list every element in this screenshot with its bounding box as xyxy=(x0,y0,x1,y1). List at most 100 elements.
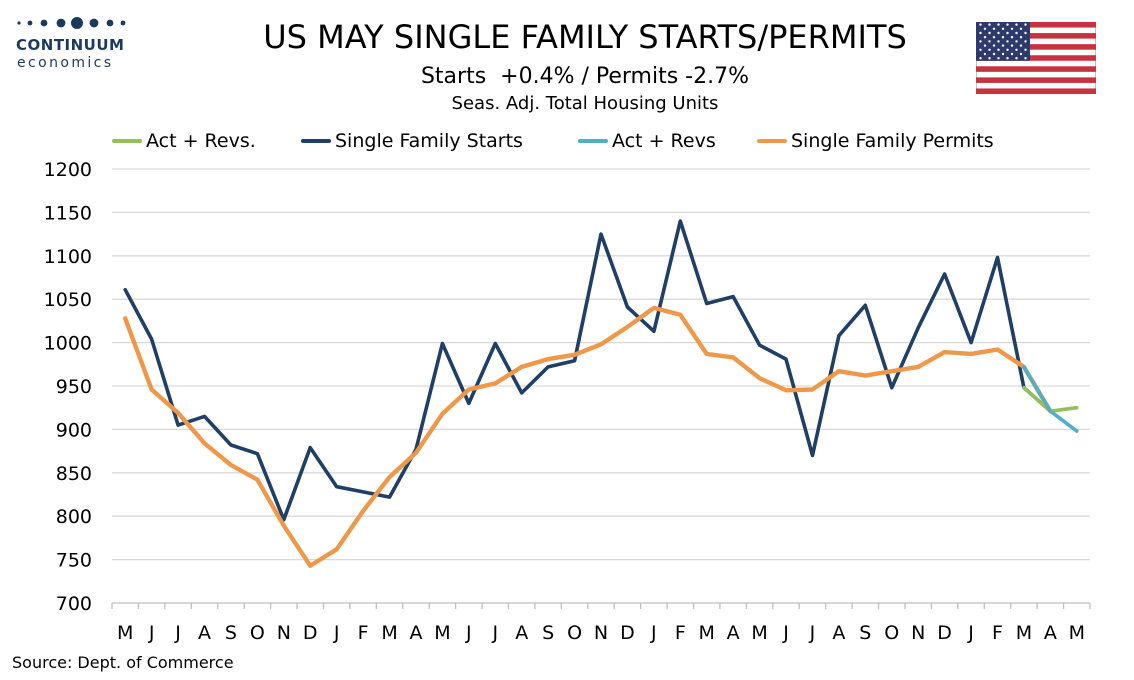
legend-swatch-single-family-permits xyxy=(757,139,787,143)
flag-star xyxy=(1019,36,1023,39)
x-tick-label: O xyxy=(250,622,265,644)
x-tick-label: J xyxy=(174,622,181,644)
x-tick-label: N xyxy=(277,622,291,644)
x-tick-label: M xyxy=(751,622,767,644)
legend-item-permits-revisions: Act + Revs xyxy=(578,130,716,152)
x-tick-label: A xyxy=(832,622,845,644)
flag-star xyxy=(992,44,996,47)
flag-star xyxy=(1001,52,1005,56)
x-tick-label: S xyxy=(542,622,554,644)
legend-label-single-family-permits: Single Family Permits xyxy=(791,130,994,152)
x-tick-label: M xyxy=(434,622,450,644)
flag-star xyxy=(1015,57,1018,60)
flag-star xyxy=(992,52,996,56)
legend-label-starts-revisions: Act + Revs. xyxy=(146,130,256,152)
flag-star xyxy=(1006,23,1009,26)
flag-star xyxy=(979,31,982,35)
flag-star xyxy=(1006,57,1009,60)
y-tick-label: 700 xyxy=(56,593,92,615)
flag-star xyxy=(1001,36,1005,39)
logo-brand: CONTINUUM xyxy=(16,36,125,54)
flag-star xyxy=(1024,57,1027,60)
flag-star xyxy=(997,48,1000,51)
flag-stripe xyxy=(976,66,1096,72)
x-tick-label: M xyxy=(117,622,133,644)
x-tick-label: N xyxy=(594,622,608,644)
flag-star xyxy=(1010,52,1014,56)
legend-item-starts-revisions: Act + Revs. xyxy=(112,130,256,152)
flag-star xyxy=(1019,52,1023,56)
flag-star xyxy=(1024,23,1027,26)
y-tick-label: 1050 xyxy=(44,289,92,311)
x-tick-label: J xyxy=(491,622,498,644)
flag-star xyxy=(1015,48,1018,51)
x-tick-label: F xyxy=(675,622,686,644)
x-tick-label: M xyxy=(1016,622,1032,644)
legend-label-single-family-starts: Single Family Starts xyxy=(335,130,523,152)
x-tick-label: A xyxy=(515,622,528,644)
x-tick-label: A xyxy=(727,622,740,644)
us-flag-icon xyxy=(976,22,1096,94)
flag-star xyxy=(988,40,991,43)
x-tick-label: J xyxy=(465,622,472,644)
gridlines xyxy=(112,168,1090,561)
x-tick-label: D xyxy=(937,622,952,644)
y-tick-label: 850 xyxy=(56,463,92,485)
flag-star xyxy=(997,23,1000,26)
x-tick-label: D xyxy=(303,622,318,644)
flag-star xyxy=(1001,27,1005,30)
legend-item-single-family-starts: Single Family Starts xyxy=(301,130,523,152)
flag-star xyxy=(1015,23,1018,26)
source-note: Source: Dept. of Commerce xyxy=(12,653,234,672)
x-tick-label: O xyxy=(884,622,899,644)
logo-dots-icon xyxy=(17,17,126,29)
flag-stripe xyxy=(976,22,1096,28)
flag-star xyxy=(992,36,996,39)
chart-subtitle-units: Seas. Adj. Total Housing Units xyxy=(451,93,719,114)
flag-star xyxy=(997,57,1000,60)
x-tick-label: A xyxy=(198,622,211,644)
flag-star xyxy=(997,40,1000,43)
y-tick-label: 950 xyxy=(56,376,92,398)
flag-star xyxy=(979,48,982,51)
x-tick-label: D xyxy=(620,622,635,644)
series-line-permits-revisions xyxy=(1022,365,1079,433)
flag-star xyxy=(1015,40,1018,43)
flag-star xyxy=(1015,31,1018,35)
flag-star xyxy=(992,27,996,30)
flag-star xyxy=(983,27,987,30)
flag-star xyxy=(1024,31,1027,35)
y-tick-label: 1100 xyxy=(44,246,92,268)
series-line-single-family-permits xyxy=(123,305,1053,568)
flag-star xyxy=(979,23,982,26)
flag-star xyxy=(983,52,987,56)
x-tick-label: F xyxy=(992,622,1003,644)
x-tick-label: A xyxy=(1044,622,1057,644)
flag-star xyxy=(1006,40,1009,43)
flag-stripe xyxy=(976,55,1096,61)
x-tick-label: M xyxy=(1069,622,1085,644)
line-chart: 700 750 800 850 900 950 1000 1050 1100 1150 1200 M… xyxy=(44,159,1091,644)
flag-star xyxy=(1024,48,1027,51)
logo-subtext: economics xyxy=(17,55,114,71)
flag-star xyxy=(1010,27,1014,30)
legend-swatch-single-family-starts xyxy=(301,139,331,143)
legend-swatch-permits-revisions xyxy=(578,139,608,143)
flag-stripe xyxy=(976,44,1096,50)
flag-stripe xyxy=(976,33,1096,39)
x-tick-label: O xyxy=(567,622,582,644)
x-tick-label: F xyxy=(358,622,369,644)
legend-label-permits-revisions: Act + Revs xyxy=(612,130,716,152)
flag-star xyxy=(1001,44,1005,47)
flag-star xyxy=(1006,31,1009,35)
flag-star xyxy=(983,36,987,39)
x-tick-label: J xyxy=(148,622,155,644)
flag-star xyxy=(979,40,982,43)
y-tick-label: 1150 xyxy=(44,202,92,224)
x-tick-label: J xyxy=(782,622,789,644)
flag-star xyxy=(983,44,987,47)
chart-subtitle: Starts +0.4% / Permits -2.7% xyxy=(420,64,750,89)
legend-swatch-starts-revisions xyxy=(112,139,142,143)
flag-stripe xyxy=(976,77,1096,83)
